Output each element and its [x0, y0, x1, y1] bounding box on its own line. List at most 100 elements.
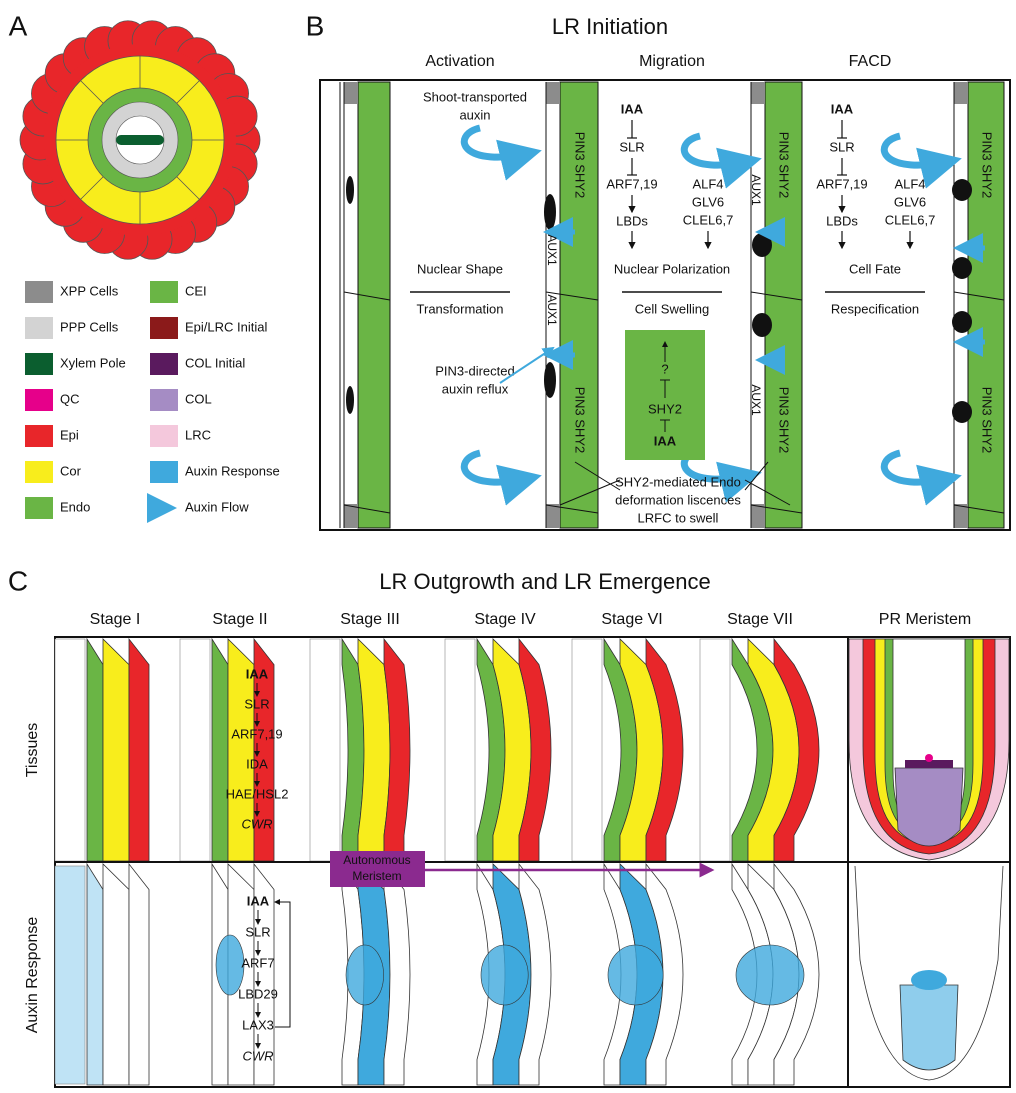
figure: AXPP CellsPPP CellsXylem PoleQCEpiCorEnd… [0, 0, 1016, 1093]
label: GLV6 [692, 194, 724, 209]
stage-header: Stage VII [727, 611, 793, 628]
columella [895, 768, 963, 846]
tissue-band [212, 639, 228, 861]
legend-label: QC [60, 391, 80, 406]
row-label: Tissues [24, 723, 41, 778]
label: LBDs [616, 213, 648, 228]
row-label: Auxin Response [24, 917, 41, 1034]
auxin-maximum [736, 945, 804, 1005]
legend-label: LRC [185, 427, 211, 442]
stele-cells [55, 639, 85, 861]
endo-cell [358, 82, 390, 528]
legend-label: Endo [60, 499, 90, 514]
label: SLR [829, 139, 854, 154]
legend-label: Auxin Response [185, 463, 280, 478]
tissue-band [129, 864, 149, 1085]
label: LAX3 [242, 1017, 274, 1032]
stele-cells [700, 639, 730, 861]
label: LBD29 [238, 986, 278, 1001]
label: CLEL6,7 [683, 212, 734, 227]
auxin-maximum [481, 945, 528, 1005]
label: PIN3 SHY2 [777, 387, 792, 453]
legend-label: COL [185, 391, 212, 406]
label: ? [661, 361, 668, 376]
xpp-cell [751, 504, 765, 528]
label: Cell Fate [849, 261, 901, 276]
nucleus [346, 386, 354, 414]
stele-cells [572, 639, 602, 861]
stele-cells [445, 639, 475, 861]
label: CWR [242, 1048, 273, 1063]
xylem-pole [116, 135, 164, 145]
legend-swatch [25, 353, 53, 375]
label: auxin reflux [442, 381, 509, 396]
nucleus [346, 176, 354, 204]
tissue-band [103, 639, 129, 861]
label: Cell Swelling [635, 301, 709, 316]
label: PIN3-directed [435, 363, 514, 378]
label: SLR [245, 924, 270, 939]
stage-header: Stage IV [474, 611, 536, 628]
auxin-maximum [346, 945, 384, 1005]
stage-header: Activation [425, 53, 494, 70]
nucleus [752, 233, 772, 257]
nucleus [544, 362, 556, 398]
label: SLR [619, 139, 644, 154]
legend-label: XPP Cells [60, 283, 119, 298]
legend-label: Auxin Flow [185, 499, 249, 514]
xpp-cell [546, 82, 560, 104]
legend-swatch [25, 389, 53, 411]
label: CLEL6,7 [885, 212, 936, 227]
stage-header: Stage II [212, 611, 267, 628]
xpp-cell [546, 504, 560, 528]
xpp-cell [954, 82, 968, 104]
legend-swatch [25, 461, 53, 483]
legend-swatch [150, 425, 178, 447]
legend-swatch [25, 317, 53, 339]
legend-label: Xylem Pole [60, 355, 126, 370]
label: Shoot-transported [423, 89, 527, 104]
label: A [9, 10, 28, 41]
stele-cells [180, 639, 210, 861]
label: ALF4 [692, 176, 723, 191]
nucleus [952, 311, 972, 333]
label: IAA [247, 893, 270, 908]
label: Respecification [831, 301, 919, 316]
stage-header: Stage III [340, 611, 400, 628]
legend-label: PPP Cells [60, 319, 119, 334]
legend-label: CEI [185, 283, 207, 298]
label: Meristem [352, 869, 401, 883]
label: IAA [621, 101, 644, 116]
legend-swatch [150, 389, 178, 411]
nucleus [952, 257, 972, 279]
label: IAA [654, 433, 677, 448]
label: Transformation [417, 301, 504, 316]
panel-title: LR Outgrowth and LR Emergence [379, 569, 710, 594]
label: deformation liscences [615, 492, 741, 507]
label: Autonomous [343, 853, 410, 867]
nucleus [544, 194, 556, 230]
legend-label: COL Initial [185, 355, 245, 370]
stage-header: Migration [639, 53, 705, 70]
stage-header: Stage I [90, 611, 141, 628]
label: AUX1 [545, 294, 559, 326]
legend-swatch [25, 497, 53, 519]
label: SHY2-mediated Endo [615, 474, 741, 489]
label: SHY2 [648, 401, 682, 416]
legend-label: Cor [60, 463, 82, 478]
label: AUX1 [749, 174, 763, 206]
label: HAE/HSL2 [226, 786, 289, 801]
label: ARF7,19 [816, 176, 867, 191]
label: CWR [241, 816, 272, 831]
nucleus [952, 401, 972, 423]
legend-swatch [150, 281, 178, 303]
label: LBDs [826, 213, 858, 228]
legend-swatch [150, 353, 178, 375]
xpp-cell [954, 504, 968, 528]
xpp-cell [344, 504, 358, 528]
panel-title: LR Initiation [552, 14, 668, 39]
auxin-response [55, 866, 85, 1084]
xpp-cell [344, 82, 358, 104]
legend-swatch [25, 281, 53, 303]
pr-auxin-max [911, 970, 947, 990]
